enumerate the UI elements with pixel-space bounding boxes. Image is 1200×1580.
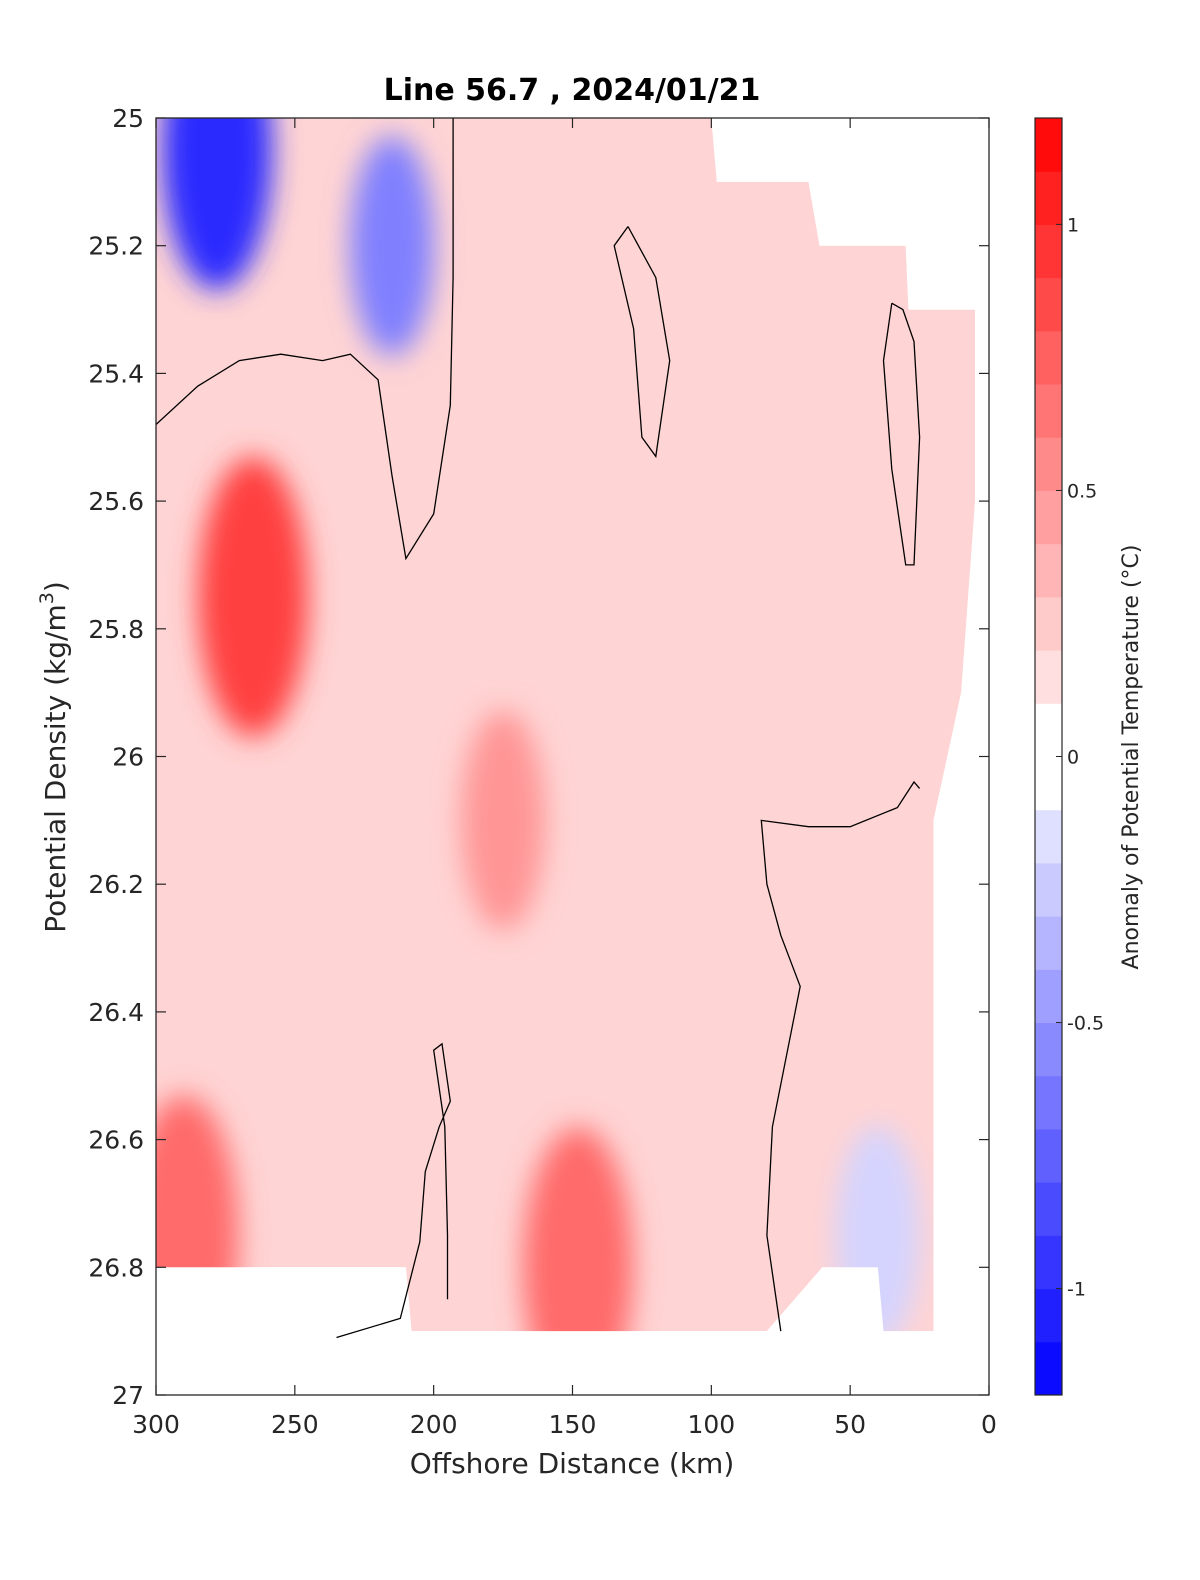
zero-contour-line (156, 118, 454, 561)
colorbar-tick-label: 1 (1067, 214, 1079, 236)
field-feature (350, 135, 435, 356)
y-tick-label: 26.8 (88, 1253, 144, 1282)
colorbar-band (1035, 1182, 1062, 1236)
y-axis-ticks: 25 25.2 25.4 25.6 25.8 26 26.2 26.4 26.6 26.8 27 (88, 104, 989, 1410)
zero-contour-line (336, 1042, 451, 1339)
x-tick-label: 150 (549, 1410, 597, 1439)
y-tick-label: 25.8 (88, 615, 144, 644)
colorbar-band (1035, 1341, 1062, 1396)
colorbar-tick-label: -1 (1067, 1279, 1086, 1301)
y-tick-label: 26.4 (88, 998, 144, 1027)
y-tick-label: 27 (112, 1381, 144, 1410)
x-tick-label: 0 (981, 1410, 997, 1439)
x-tick-label: 100 (687, 1410, 735, 1439)
colorbar-tick-label: -0.5 (1067, 1013, 1104, 1035)
contour-field (156, 118, 976, 1332)
colorbar-band (1035, 118, 1062, 172)
colorbar-label: Anomaly of Potential Temperature (°C) (1119, 545, 1144, 970)
zero-contour-line (613, 226, 671, 459)
zero-contour-line (760, 780, 921, 1332)
colorbar-band (1035, 1288, 1062, 1343)
field-feature (523, 1127, 634, 1332)
colorbar-band (1035, 596, 1062, 651)
colorbar-ticks: -1 -0.5 0 0.5 1 (1056, 214, 1104, 1301)
colorbar-band (1035, 1128, 1062, 1183)
colorbar (1035, 118, 1062, 1396)
x-tick-label: 250 (271, 1410, 319, 1439)
x-axis-label: Offshore Distance (km) (410, 1447, 735, 1480)
colorbar-band (1035, 437, 1062, 491)
y-tick-label: 25.6 (88, 487, 144, 516)
field-feature (162, 118, 273, 290)
field-feature (461, 710, 546, 931)
x-tick-label: 50 (834, 1410, 866, 1439)
colorbar-band (1035, 862, 1062, 917)
x-tick-label: 200 (410, 1410, 458, 1439)
field-feature (156, 1095, 239, 1332)
y-tick-label: 25.4 (88, 359, 144, 388)
x-axis-ticks: 300 250 200 150 100 50 0 (132, 118, 997, 1439)
field-feature (835, 1125, 920, 1332)
colorbar-band (1035, 490, 1062, 545)
y-tick-label: 25.2 (88, 232, 144, 261)
field-layer (156, 118, 976, 1332)
colorbar-band (1035, 1022, 1062, 1077)
colorbar-band (1035, 277, 1062, 332)
x-tick-label: 300 (132, 1410, 180, 1439)
colorbar-band (1035, 969, 1062, 1024)
colorbar-band (1035, 916, 1062, 970)
colorbar-band (1035, 384, 1062, 438)
field-feature (198, 456, 309, 737)
colorbar-band (1035, 171, 1062, 225)
colorbar-band (1035, 543, 1062, 598)
zero-contour-line (882, 302, 921, 566)
y-axis-label: Potential Density (kg/m3) (36, 581, 72, 933)
colorbar-band (1035, 1235, 1062, 1290)
y-tick-label: 26.2 (88, 870, 144, 899)
colorbar-tick-label: 0.5 (1067, 480, 1097, 502)
colorbar-band (1035, 809, 1062, 864)
y-tick-label: 26.6 (88, 1126, 144, 1155)
colorbar-band (1035, 330, 1062, 385)
zero-contour-lines (156, 118, 921, 1339)
y-tick-label: 26 (112, 743, 144, 772)
colorbar-band (1035, 1075, 1062, 1130)
colorbar-tick-label: 0 (1067, 747, 1079, 769)
y-tick-label: 25 (112, 104, 144, 133)
field-background (156, 118, 976, 1332)
colorbar-band (1035, 650, 1062, 704)
chart-title: Line 56.7 , 2024/01/21 (384, 73, 761, 108)
colorbar-band (1035, 224, 1062, 279)
